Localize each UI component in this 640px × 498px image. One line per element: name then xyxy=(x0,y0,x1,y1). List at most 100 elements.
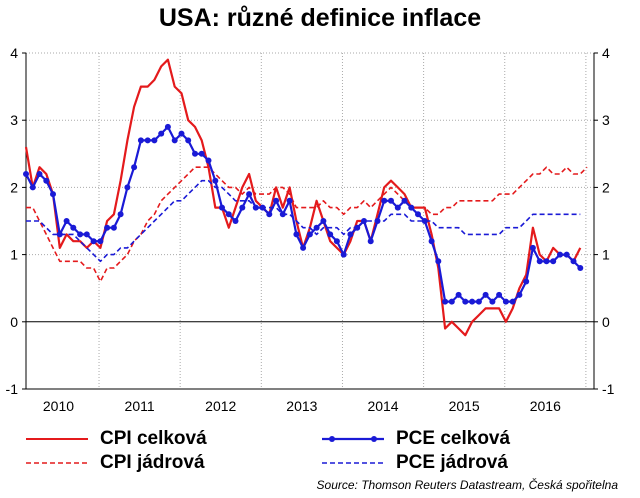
series-point-pce-celkov- xyxy=(415,211,421,218)
y-tick-label-left: 1 xyxy=(10,247,18,263)
series-point-pce-celkov- xyxy=(131,164,138,171)
series-point-pce-celkov- xyxy=(563,251,570,258)
series-point-pce-celkov- xyxy=(523,278,530,285)
legend-label-pce-core: PCE jádrová xyxy=(396,452,508,473)
series-point-pce-celkov- xyxy=(137,137,144,144)
series-point-pce-celkov- xyxy=(90,238,97,245)
legend-item-cpi-total: CPI celková xyxy=(26,428,207,450)
series-point-pce-celkov- xyxy=(151,137,158,144)
series-point-pce-celkov- xyxy=(205,157,212,164)
legend-swatch-cpi-total xyxy=(26,438,88,440)
series-point-pce-celkov- xyxy=(293,231,300,238)
x-tick-label: 2012 xyxy=(205,398,236,414)
series-point-pce-celkov- xyxy=(178,130,185,137)
y-tick-label-left: 4 xyxy=(10,45,18,61)
series-point-pce-celkov- xyxy=(536,258,543,265)
y-tick-label-right: 0 xyxy=(602,314,610,330)
series-point-pce-celkov- xyxy=(23,171,29,177)
series-point-pce-celkov- xyxy=(117,211,124,218)
series-point-pce-celkov- xyxy=(475,298,482,305)
series-point-pce-celkov- xyxy=(219,204,225,211)
series-point-pce-celkov- xyxy=(347,231,354,238)
series-point-pce-celkov- xyxy=(104,224,111,231)
y-tick-label-left: -1 xyxy=(6,381,19,397)
x-tick-label: 2013 xyxy=(286,398,317,414)
series-point-pce-celkov- xyxy=(56,231,63,238)
series-point-pce-celkov- xyxy=(83,231,90,238)
series-point-pce-celkov- xyxy=(36,171,43,177)
chart-series xyxy=(23,58,588,337)
series-point-pce-celkov- xyxy=(29,184,36,191)
legend-label-pce-total: PCE celková xyxy=(396,428,511,449)
series-point-pce-celkov- xyxy=(529,244,536,251)
legend-swatch-cpi-core xyxy=(26,462,88,464)
series-point-pce-celkov- xyxy=(300,244,307,251)
series-point-pce-celkov- xyxy=(43,177,50,184)
series-point-pce-celkov- xyxy=(557,251,563,258)
series-point-pce-celkov- xyxy=(306,231,313,238)
series-line-pce-celkov- xyxy=(25,125,582,303)
series-point-pce-celkov- xyxy=(570,258,577,265)
series-point-pce-celkov- xyxy=(408,204,415,211)
grid-lines xyxy=(26,52,594,390)
series-point-pce-celkov- xyxy=(482,291,489,298)
series-point-pce-celkov- xyxy=(489,298,496,305)
series-point-pce-celkov- xyxy=(394,204,401,211)
y-tick-label-right: 4 xyxy=(602,45,610,61)
source-note: Source: Thomson Reuters Datastream, Česk… xyxy=(316,478,618,492)
y-tick-label-left: 0 xyxy=(10,314,18,330)
series-point-pce-celkov- xyxy=(428,238,435,245)
series-point-pce-celkov- xyxy=(171,137,178,144)
series-point-pce-celkov- xyxy=(448,298,455,305)
series-point-pce-celkov- xyxy=(232,218,239,224)
series-point-pce-celkov- xyxy=(469,298,476,305)
x-tick-label: 2015 xyxy=(449,398,480,414)
series-point-pce-celkov- xyxy=(442,298,449,305)
series-point-pce-celkov- xyxy=(158,130,165,137)
series-point-pce-celkov- xyxy=(225,211,232,218)
chart-axes: -1 -1 0 0 1 1 2 2 3 3 4 4 2010 2011 2012 2013 2014 2015 20… xyxy=(6,45,615,414)
series-line-pce-j-drov- xyxy=(26,179,581,263)
legend-label-cpi-total: CPI celková xyxy=(100,428,207,449)
series-point-pce-celkov- xyxy=(286,197,293,204)
series-point-pce-celkov- xyxy=(313,224,320,231)
series-point-pce-celkov- xyxy=(246,191,253,198)
series-point-pce-celkov- xyxy=(273,197,280,204)
series-line-cpi-j-drov- xyxy=(26,166,588,283)
series-point-pce-celkov- xyxy=(185,137,192,144)
y-tick-label-right: -1 xyxy=(602,381,615,397)
legend-item-pce-total: PCE celková xyxy=(322,428,510,450)
series-point-pce-celkov- xyxy=(144,137,151,144)
series-point-pce-celkov- xyxy=(577,265,584,271)
series-point-pce-celkov- xyxy=(97,238,104,245)
series-point-pce-celkov- xyxy=(164,123,171,130)
y-tick-label-right: 3 xyxy=(602,112,610,128)
series-point-pce-celkov- xyxy=(124,184,131,191)
legend-swatch-pce-core xyxy=(322,462,384,464)
y-tick-label-right: 1 xyxy=(602,247,610,263)
series-point-pce-celkov- xyxy=(550,258,557,265)
series-point-pce-celkov- xyxy=(50,191,56,198)
y-tick-label-left: 3 xyxy=(10,112,18,128)
x-tick-label: 2010 xyxy=(43,398,74,414)
series-point-pce-celkov- xyxy=(502,298,509,305)
series-point-pce-celkov- xyxy=(367,238,374,245)
legend-item-pce-core: PCE jádrová xyxy=(322,452,508,474)
series-point-pce-celkov- xyxy=(455,291,462,298)
legend-item-cpi-core: CPI jádrová xyxy=(26,452,205,474)
x-tick-label: 2016 xyxy=(530,398,561,414)
series-point-pce-celkov- xyxy=(266,211,273,218)
series-point-pce-celkov- xyxy=(340,251,347,258)
legend-swatch-pce-total xyxy=(322,436,384,442)
series-point-pce-celkov- xyxy=(381,197,388,204)
legend-label-cpi-core: CPI jádrová xyxy=(100,452,205,473)
series-point-pce-celkov- xyxy=(327,231,334,238)
series-point-pce-celkov- xyxy=(543,258,550,265)
y-tick-label-right: 2 xyxy=(602,179,610,195)
series-point-pce-celkov- xyxy=(239,204,246,211)
series-point-pce-celkov- xyxy=(496,291,503,298)
series-point-pce-celkov- xyxy=(333,238,340,245)
series-point-pce-celkov- xyxy=(401,197,408,204)
series-point-pce-celkov- xyxy=(509,298,516,305)
series-point-pce-celkov- xyxy=(77,231,84,238)
